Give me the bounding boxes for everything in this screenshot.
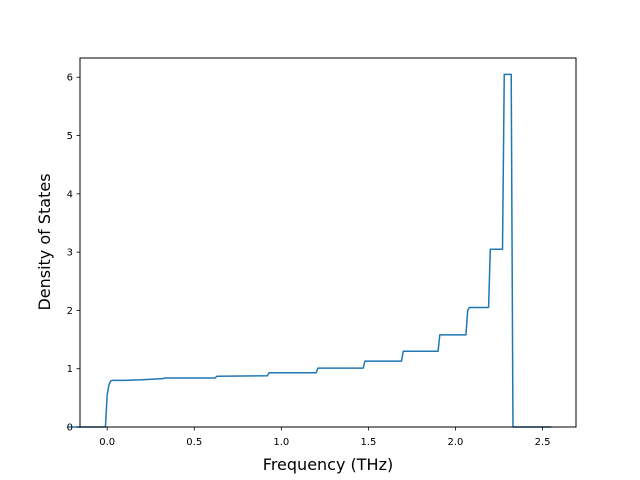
- x-axis-label: Frequency (THz): [263, 455, 393, 474]
- y-axis-label: Density of States: [35, 173, 54, 310]
- y-tick-label: 4: [67, 189, 73, 200]
- y-tick-label: 6: [67, 73, 73, 84]
- x-tick-label: 0.0: [99, 437, 115, 448]
- series-layer: [67, 73, 552, 428]
- x-tick-label: 2.0: [448, 437, 464, 448]
- x-tick-label: 0.5: [186, 437, 202, 448]
- x-tick-label: 1.5: [360, 437, 376, 448]
- y-tick-label: 5: [67, 131, 73, 142]
- y-tick-label: 3: [67, 248, 73, 259]
- y-axis-ticks: 0 1 2 3 4 5 6: [67, 73, 80, 434]
- plot-background: [80, 58, 576, 427]
- x-axis-ticks: 0.0 0.5 1.0 1.5 2.0 2.5: [99, 427, 551, 448]
- y-tick-label: 1: [67, 364, 73, 375]
- x-tick-label: 2.5: [535, 437, 551, 448]
- y-tick-label: 0: [67, 423, 73, 434]
- x-tick-label: 1.0: [273, 437, 289, 448]
- y-tick-label: 2: [67, 306, 73, 317]
- series-line-0: [67, 73, 552, 428]
- plot-frame: [79, 57, 577, 428]
